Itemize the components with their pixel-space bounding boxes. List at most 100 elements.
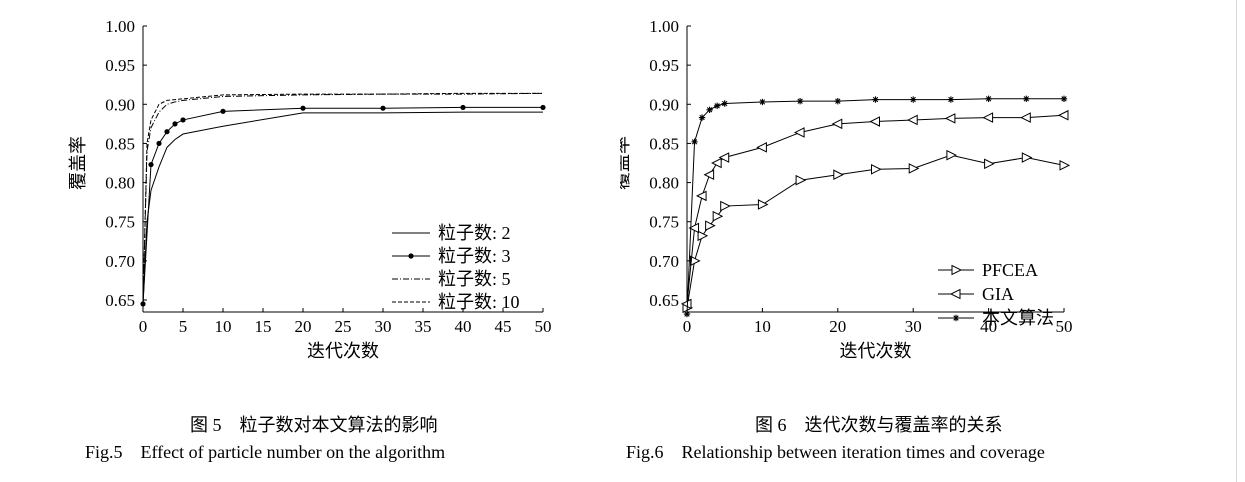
data-point [220,108,226,114]
legend-label: 粒子数: 5 [438,269,511,289]
y-tick-label: 0.75 [105,213,135,232]
data-point [796,97,804,105]
data-point [140,301,146,307]
data-point [946,149,958,161]
caption-fig5-cn: 图 5 粒子数对本文算法的影响 [190,415,438,435]
x-tick-label: 15 [255,317,272,336]
x-tick-label: 5 [179,317,188,336]
data-point [831,118,843,130]
series-1 [682,149,1071,314]
data-point [721,100,728,107]
data-point [982,112,994,123]
y-tick-label: 0.90 [649,95,679,114]
data-point [871,163,882,175]
x-tick-label: 35 [415,317,432,336]
data-point [872,96,879,103]
data-point [1057,109,1069,121]
y-tick-label: 0.70 [105,252,135,271]
x-tick-label: 50 [535,317,552,336]
data-point [695,190,707,202]
data-point [706,106,713,113]
data-point [712,210,724,222]
x-tick-label: 50 [1056,317,1073,336]
y-tick-label: 0.65 [105,291,135,310]
data-point [703,169,715,181]
series-3 [142,92,544,304]
series-line [142,111,543,304]
data-point [156,140,162,147]
x-tick-label: 45 [495,317,512,336]
data-point [907,114,918,126]
data-point [756,142,767,153]
legend-marker [408,253,414,259]
y-axis-label: 覆盖率 [620,136,632,190]
y-tick-label: 0.80 [649,174,679,193]
data-point [944,113,956,124]
y-tick-label: 1.00 [105,17,135,36]
y-tick-label: 0.90 [105,95,135,114]
data-point [1059,160,1071,171]
data-point [1060,95,1068,103]
series-line [142,92,543,304]
chart-fig5: 0.65 0.70 0.75 0.80 0.85 0.90 0.95 1.00 0 5 10 15 20… [68,17,552,361]
x-tick-label: 40 [455,317,472,336]
data-point [697,230,709,242]
data-point [833,169,844,181]
data-point [910,96,917,103]
y-tick-label: 0.70 [649,252,679,271]
y-tick-label: 0.75 [649,213,679,232]
data-point [148,161,154,168]
legend-marker [951,264,963,276]
data-point [172,121,178,127]
data-point [713,102,721,110]
data-point [908,163,920,174]
data-point [460,104,466,111]
data-point [720,200,731,212]
x-tick-label: 0 [139,317,148,336]
x-tick-label: 40 [980,317,997,336]
caption-fig6-en: Fig.6 Relationship between iteration tim… [626,442,1045,462]
data-point [759,98,766,106]
caption-fig6-cn: 图 6 迭代次数与覆盖率的关系 [755,415,1003,435]
data-point [947,96,955,103]
x-axis-label: 迭代次数 [307,341,379,361]
figure-5-panel: 0.65 0.70 0.75 0.80 0.85 0.90 0.95 1.00 0 5 10 15 20… [0,0,620,482]
series-2 [680,109,1069,310]
data-point [300,105,306,111]
data-point [680,298,692,310]
legend-label: PFCEA [982,260,1038,280]
data-point [1021,152,1033,163]
y-tick-label: 0.85 [105,134,135,153]
data-point [688,222,700,234]
data-point [793,127,805,138]
data-point [1020,112,1031,123]
legend-label: 粒子数: 3 [438,246,511,266]
y-tick-label: 0.95 [649,56,679,75]
legend-label: 粒子数: 2 [438,223,511,243]
chart-fig6: 0.65 0.70 0.75 0.80 0.85 0.90 0.95 1.00 0 10 20 30 4… [620,17,1073,361]
series-2 [140,104,546,307]
data-point [1023,95,1030,103]
legend: PFCEA GIA 本文算法 [938,260,1054,328]
data-point [180,117,186,123]
legend-label: 本文算法 [982,308,1054,328]
data-point [164,129,170,135]
series-1 [142,111,543,304]
data-point [691,138,698,146]
series-line [686,98,1064,315]
series-3 [683,95,1068,318]
data-point [869,116,880,127]
series-line [142,92,544,304]
y-tick-label: 0.85 [649,134,679,153]
data-point [705,220,716,231]
x-tick-label: 25 [335,317,352,336]
data-point [985,95,992,103]
y-axis-label: 覆盖率 [68,136,88,190]
data-point [711,157,722,169]
data-point [380,105,386,111]
legend-marker [949,288,961,300]
x-tick-label: 20 [829,317,846,336]
data-point [834,97,841,105]
data-point [690,255,701,267]
series-4 [142,92,543,304]
